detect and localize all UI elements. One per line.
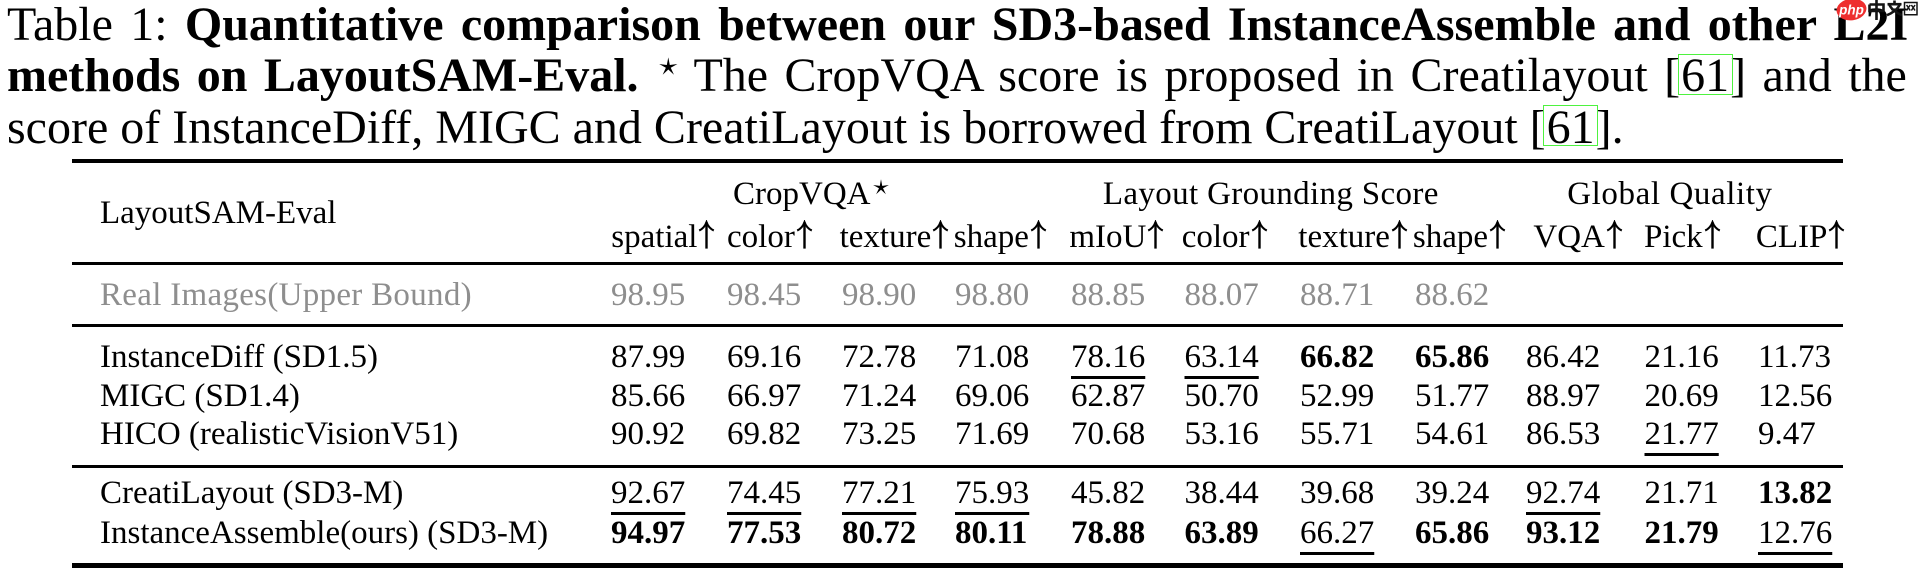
- svg-text:php: php: [1838, 3, 1864, 18]
